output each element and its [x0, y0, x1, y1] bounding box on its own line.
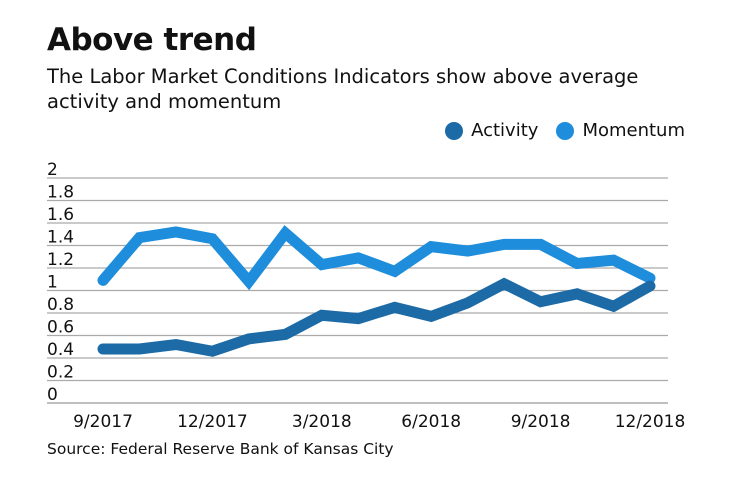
chart-subtitle: The Labor Market Conditions Indicators s…: [47, 65, 639, 113]
legend-swatch-momentum: [556, 121, 575, 140]
x-tick-label: 9/2018: [511, 412, 571, 432]
y-tick-label: 1.8: [47, 183, 74, 203]
y-tick-label: 1.2: [47, 250, 74, 270]
y-tick-label: 0.6: [47, 318, 74, 338]
y-tick-label: 1.6: [47, 205, 74, 225]
legend-item-momentum: Momentum: [556, 120, 685, 141]
legend-label-activity: Activity: [471, 120, 539, 141]
legend: Activity Momentum: [445, 120, 685, 141]
legend-swatch-activity: [445, 121, 464, 140]
x-tick-label: 3/2018: [292, 412, 352, 432]
y-tick-label: 0.2: [47, 363, 74, 383]
x-tick-label: 6/2018: [401, 412, 461, 432]
chart-title: Above trend: [47, 22, 257, 58]
y-tick-label: 1.4: [47, 228, 74, 248]
y-tick-label: 0.8: [47, 295, 74, 315]
legend-label-momentum: Momentum: [582, 120, 685, 141]
x-tick-label: 9/2017: [73, 412, 133, 432]
y-tick-label: 0.4: [47, 340, 74, 360]
legend-item-activity: Activity: [445, 120, 538, 141]
x-tick-label: 12/2018: [615, 412, 686, 432]
y-tick-label: 2: [47, 160, 58, 180]
x-tick-label: 12/2017: [177, 412, 248, 432]
source-note: Source: Federal Reserve Bank of Kansas C…: [47, 440, 394, 458]
series-line-momentum: [97, 225, 656, 291]
y-tick-label: 0: [47, 385, 58, 405]
series-line-activity: [97, 277, 656, 357]
y-tick-label: 1: [47, 273, 58, 293]
